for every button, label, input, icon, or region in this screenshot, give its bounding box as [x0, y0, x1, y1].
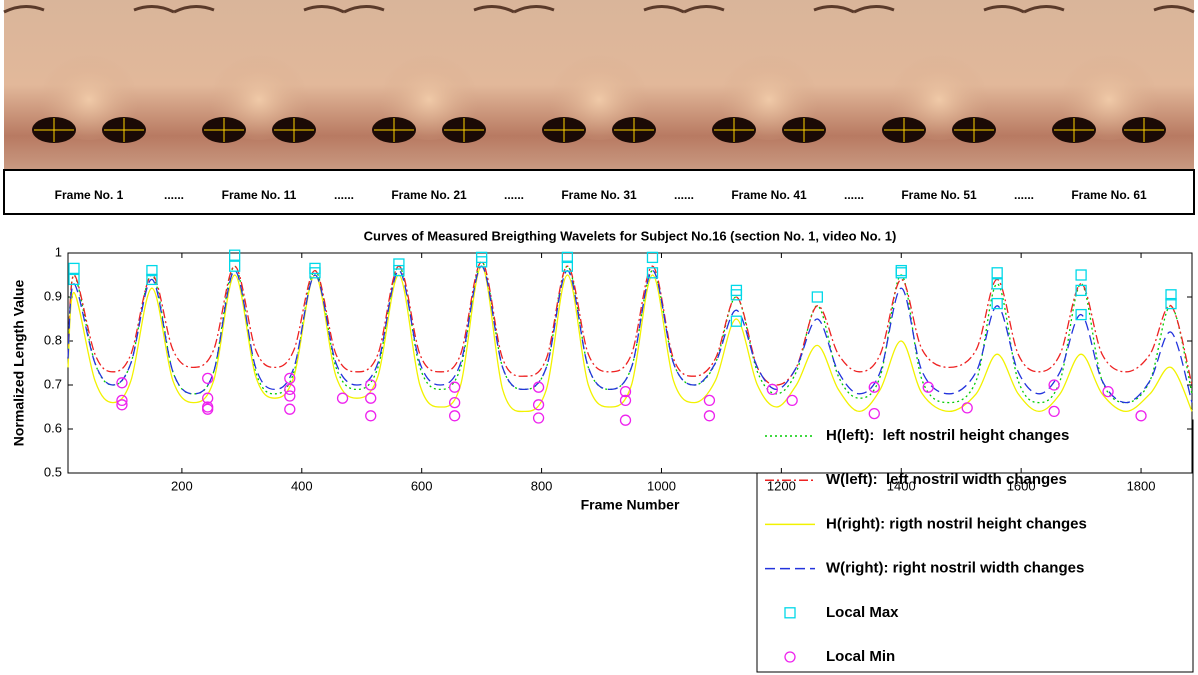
legend-label: Local Max [826, 604, 899, 621]
y-tick-label: 1 [55, 244, 62, 259]
photo-strip [4, 0, 1194, 170]
frame-label: Frame No. 41 [731, 188, 807, 202]
separator: ...... [504, 188, 524, 202]
frame-label: Frame No. 1 [55, 188, 124, 202]
frame-label: Frame No. 31 [561, 188, 637, 202]
separator: ...... [844, 188, 864, 202]
chart-title: Curves of Measured Breigthing Wavelets f… [364, 228, 897, 243]
y-tick-label: 0.9 [44, 288, 62, 303]
frame-labels: Frame No. 1 Frame No. 11...... Frame No. 2… [55, 188, 1147, 202]
y-tick-label: 0.5 [44, 464, 62, 479]
y-tick-label: 0.6 [44, 420, 62, 435]
x-tick-label: 600 [411, 478, 433, 493]
legend-label: H(left): left nostril height changes [826, 427, 1069, 444]
frame-label: Frame No. 21 [391, 188, 467, 202]
legend-label: W(right): right nostril width changes [826, 560, 1084, 577]
x-tick-label: 800 [531, 478, 553, 493]
y-tick-label: 0.8 [44, 332, 62, 347]
separator: ...... [334, 188, 354, 202]
x-tick-label: 1000 [647, 478, 676, 493]
y-tick-label: 0.7 [44, 376, 62, 391]
x-tick-label: 200 [171, 478, 193, 493]
frame-label: Frame No. 11 [222, 188, 297, 202]
separator: ...... [674, 188, 694, 202]
y-axis-title: Normalized Length Value [11, 280, 27, 447]
frame-label: Frame No. 51 [901, 188, 977, 202]
separator: ...... [164, 188, 184, 202]
separator: ...... [1014, 188, 1034, 202]
legend-label: H(right): rigth nostril height changes [826, 515, 1087, 532]
frame-label: Frame No. 61 [1071, 188, 1147, 202]
x-tick-label: 400 [291, 478, 313, 493]
legend-label: W(left): left nostril width changes [826, 471, 1067, 488]
x-tick-label: 1800 [1127, 478, 1156, 493]
x-axis-title: Frame Number [581, 497, 680, 513]
legend-label: Local Min [826, 648, 895, 665]
page: Frame No. 1 Frame No. 11...... Frame No. 2… [0, 0, 1198, 675]
